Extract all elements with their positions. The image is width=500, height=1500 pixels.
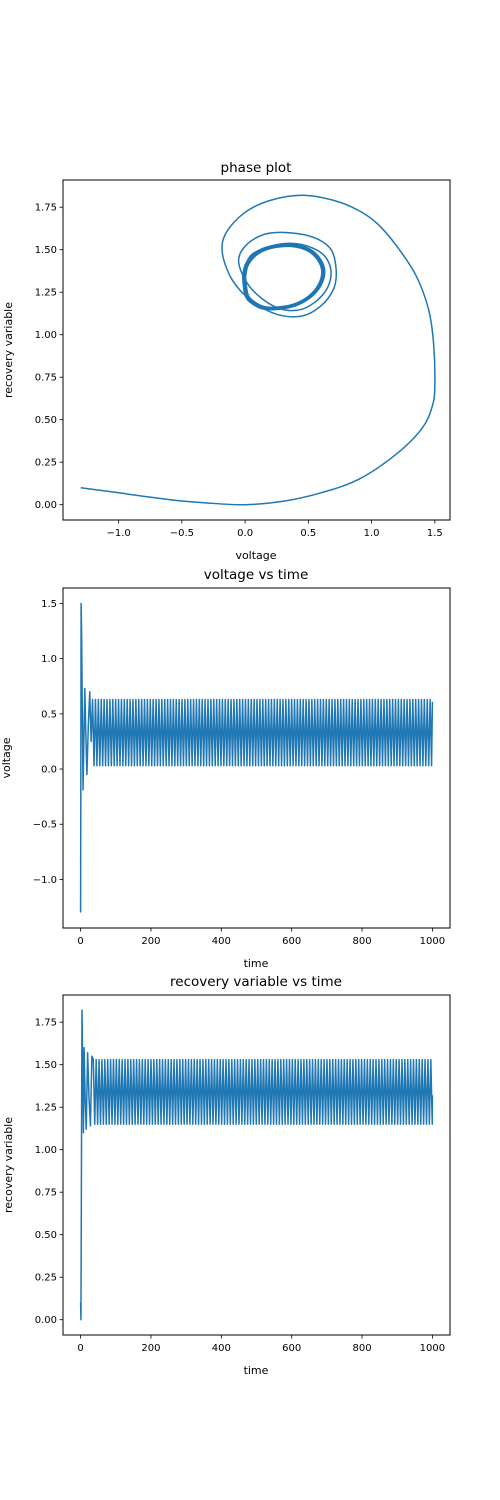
y-tick-label: 1.50 (35, 245, 57, 256)
phase-plot-series (80, 194, 436, 506)
recovery-plot-series (79, 1009, 434, 1321)
x-tick-label: 800 (352, 936, 371, 947)
voltage-plot-x-label: time (244, 957, 269, 970)
y-tick-label: 1.0 (41, 654, 57, 665)
series-line-recovery-variable (79, 1009, 434, 1321)
y-tick-label: 1.75 (35, 1018, 57, 1029)
x-tick-label: 800 (352, 1343, 371, 1354)
voltage-plot-series (79, 602, 434, 913)
voltage-plot-ticks: 0 200 400 600 800 1000 −1.0 −0.5 0.0 0.5 1.0 1.5 (33, 599, 445, 947)
phase-plot-ticks: −1.0 −0.5 0.0 0.5 1.0 1.5 0.00 0.25 0.50 0.75 1.00… (35, 203, 443, 539)
y-tick-label: 0.00 (35, 1315, 57, 1326)
phase-plot-y-label: recovery variable (2, 302, 15, 398)
y-tick-label: 0.50 (35, 1230, 57, 1241)
recovery-plot-title: recovery variable vs time (170, 974, 342, 990)
y-tick-label: 0.25 (35, 458, 57, 469)
y-tick-label: 1.25 (35, 1103, 57, 1114)
voltage-plot-title: voltage vs time (204, 567, 309, 583)
voltage-plot-frame (62, 587, 451, 929)
x-tick-label: 0.0 (237, 528, 253, 539)
y-tick-label: −1.0 (33, 875, 57, 886)
x-tick-label: 600 (282, 936, 301, 947)
series-line-trajectory (80, 194, 436, 506)
y-tick-label: 0.5 (41, 709, 57, 720)
recovery-plot-x-label: time (244, 1364, 269, 1377)
x-tick-label: 1.5 (427, 528, 443, 539)
x-tick-label: 1000 (420, 1343, 445, 1354)
x-tick-label: 400 (212, 1343, 231, 1354)
phase-plot-title: phase plot (221, 160, 292, 176)
y-tick-label: 1.00 (35, 1145, 57, 1156)
y-tick-label: 1.50 (35, 1060, 57, 1071)
y-tick-label: 0.75 (35, 1188, 57, 1199)
voltage-plot-panel: voltage vs time 0 200 400 600 800 1000 −1.0 −0.… (0, 567, 451, 970)
y-tick-label: 1.25 (35, 288, 57, 299)
phase-plot-x-label: voltage (235, 549, 276, 562)
phase-plot-panel: phase plot −1.0 −0.5 0.0 0.5 1.0 1.5 0.00 0.25 0… (2, 160, 451, 562)
x-tick-label: 0 (77, 1343, 83, 1354)
x-tick-label: −0.5 (170, 528, 194, 539)
series-line-voltage (79, 602, 434, 913)
y-tick-label: 0.75 (35, 373, 57, 384)
phase-plot-frame (62, 179, 451, 521)
series-line-limit-cycle-loop (244, 245, 323, 309)
y-tick-label: 0.50 (35, 415, 57, 426)
y-tick-label: 1.00 (35, 330, 57, 341)
x-tick-label: 0.5 (300, 528, 316, 539)
y-tick-label: 0.25 (35, 1273, 57, 1284)
x-tick-label: 200 (141, 936, 160, 947)
y-tick-label: 1.75 (35, 203, 57, 214)
x-tick-label: 1.0 (364, 528, 380, 539)
recovery-plot-frame (62, 994, 451, 1336)
x-tick-label: 600 (282, 1343, 301, 1354)
x-tick-label: −1.0 (106, 528, 130, 539)
x-tick-label: 1000 (420, 936, 445, 947)
x-tick-label: 0 (77, 936, 83, 947)
y-tick-label: −0.5 (33, 820, 57, 831)
y-tick-label: 0.0 (41, 765, 57, 776)
x-tick-label: 200 (141, 1343, 160, 1354)
recovery-plot-ticks: 0 200 400 600 800 1000 0.00 0.25 0.50 0.75 1.00 1.2… (35, 1018, 445, 1354)
x-tick-label: 400 (212, 936, 231, 947)
voltage-plot-y-label: voltage (0, 737, 13, 778)
recovery-plot-panel: recovery variable vs time 0 200 400 600 800 1… (2, 974, 451, 1377)
y-tick-label: 1.5 (41, 599, 57, 610)
recovery-plot-y-label: recovery variable (2, 1117, 15, 1213)
y-tick-label: 0.00 (35, 500, 57, 511)
